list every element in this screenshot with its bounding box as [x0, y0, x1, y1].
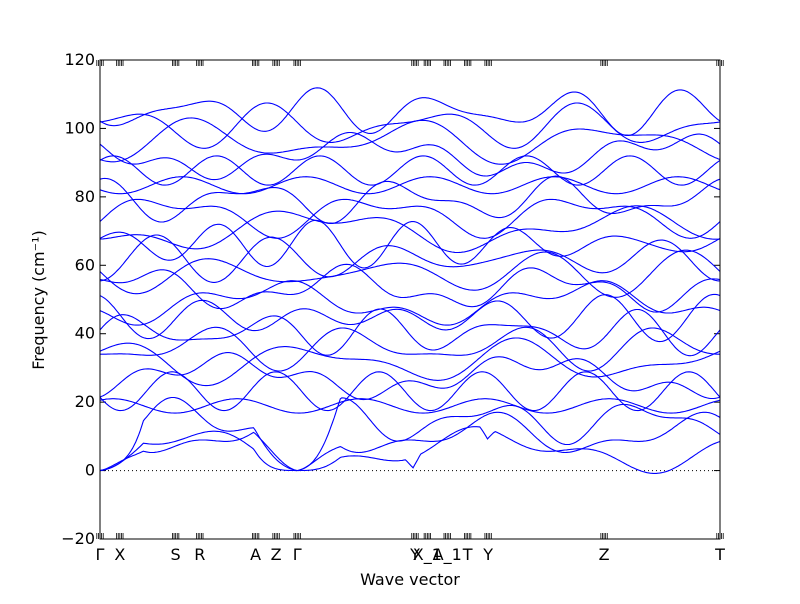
y-tick-label: −20	[61, 529, 95, 548]
x-tick-label-6: Γ	[293, 545, 302, 564]
band-series	[100, 87, 720, 474]
band-line-4	[100, 371, 720, 412]
x-tick-label-9: A_1	[433, 545, 462, 565]
band-line-16	[100, 198, 720, 239]
y-tick-label: 120	[64, 50, 95, 69]
band-line-19	[100, 155, 720, 186]
y-tick-label: 80	[75, 187, 95, 206]
x-tick-label-1: X	[114, 545, 125, 564]
band-line-0	[100, 426, 720, 474]
band-line-14	[100, 219, 720, 269]
plot-frame	[99, 59, 721, 540]
band-line-3	[100, 398, 720, 414]
band-line-17	[100, 175, 720, 225]
x-tick-label-7: Y	[409, 545, 420, 564]
band-line-18	[100, 176, 720, 195]
x-tick-label-8: X_1	[413, 545, 442, 565]
y-tick-label: 20	[75, 392, 95, 411]
x-tick-label-10: T	[462, 545, 473, 564]
y-tick-label: 40	[75, 324, 95, 343]
band-line-10	[100, 280, 720, 326]
x-tick-label-2: S	[171, 545, 181, 564]
band-line-1	[100, 411, 720, 472]
x-tick-label-12: Z	[599, 545, 610, 564]
band-line-12	[100, 249, 720, 298]
y-tick-label: 0	[85, 461, 95, 480]
band-line-6	[100, 337, 720, 387]
x-tick-label-0: Γ	[96, 545, 105, 564]
band-line-5	[100, 352, 720, 401]
band-line-8	[100, 308, 720, 357]
x-axis-title: Wave vector	[360, 570, 460, 589]
band-line-20	[100, 131, 720, 181]
x-tick-label-13: T	[714, 545, 725, 564]
y-tick-label: 60	[75, 255, 95, 274]
band-line-15	[100, 205, 720, 254]
x-tick-label-3: R	[194, 545, 205, 564]
band-line-13	[100, 234, 720, 283]
y-axis-ticks: −20 0 20 40 60 80 100 120	[61, 50, 720, 548]
band-line-21	[100, 117, 720, 165]
x-tick-label-11: Y	[482, 545, 493, 564]
y-tick-label: 100	[64, 118, 95, 137]
band-line-23	[100, 87, 720, 137]
x-axis-ticks: Γ X S R A Z Γ YX_1A_1 T Y Z T	[96, 60, 725, 565]
band-line-2	[100, 396, 720, 472]
band-line-7	[100, 326, 720, 372]
x-tick-label-5: Z	[271, 545, 282, 564]
x-tick-label-4: A	[250, 545, 261, 564]
band-line-11	[100, 263, 720, 313]
y-axis-title: Frequency (cm⁻¹)	[29, 230, 48, 369]
